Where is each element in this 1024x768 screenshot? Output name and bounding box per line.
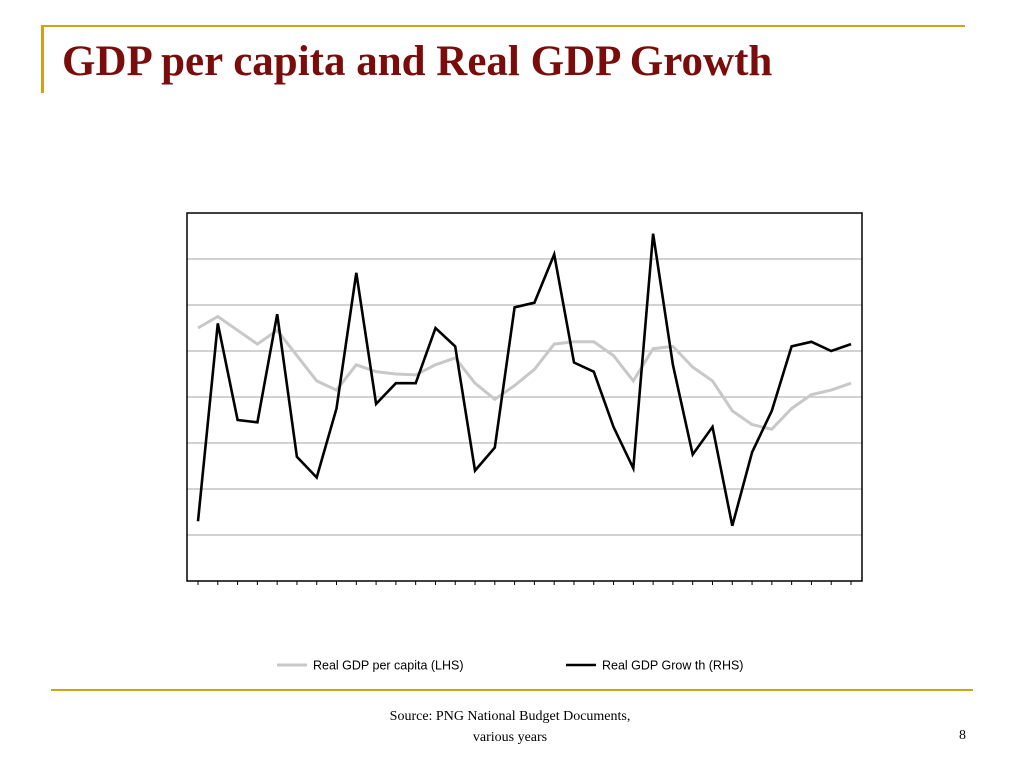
- legend-label-2: Real GDP Grow th (RHS): [602, 659, 743, 673]
- chart-series: [196, 233, 852, 527]
- source-note-line-1: Source: PNG National Budget Documents,: [389, 709, 631, 724]
- source-note-line-2: various years: [472, 730, 548, 745]
- series-line-gdp-growth: [196, 233, 852, 527]
- series-line-gdp-per-capita: [197, 314, 852, 431]
- plot-area-frame: [186, 212, 863, 582]
- chart-legend: Real GDP per capita (LHS) Real GDP Grow t…: [277, 659, 743, 673]
- title-accent-bar: [41, 25, 44, 93]
- legend-label-1: Real GDP per capita (LHS): [313, 659, 464, 673]
- slide-number: 8: [959, 728, 966, 743]
- slide-title: GDP per capita and Real GDP Growth: [62, 38, 773, 85]
- x-axis-ticks: [197, 581, 852, 585]
- top-accent-rule: [41, 25, 965, 27]
- chart-gridlines: [187, 258, 862, 536]
- footer-rule: [51, 689, 973, 691]
- source-note: Source: PNG National Budget Documents, v…: [310, 706, 710, 748]
